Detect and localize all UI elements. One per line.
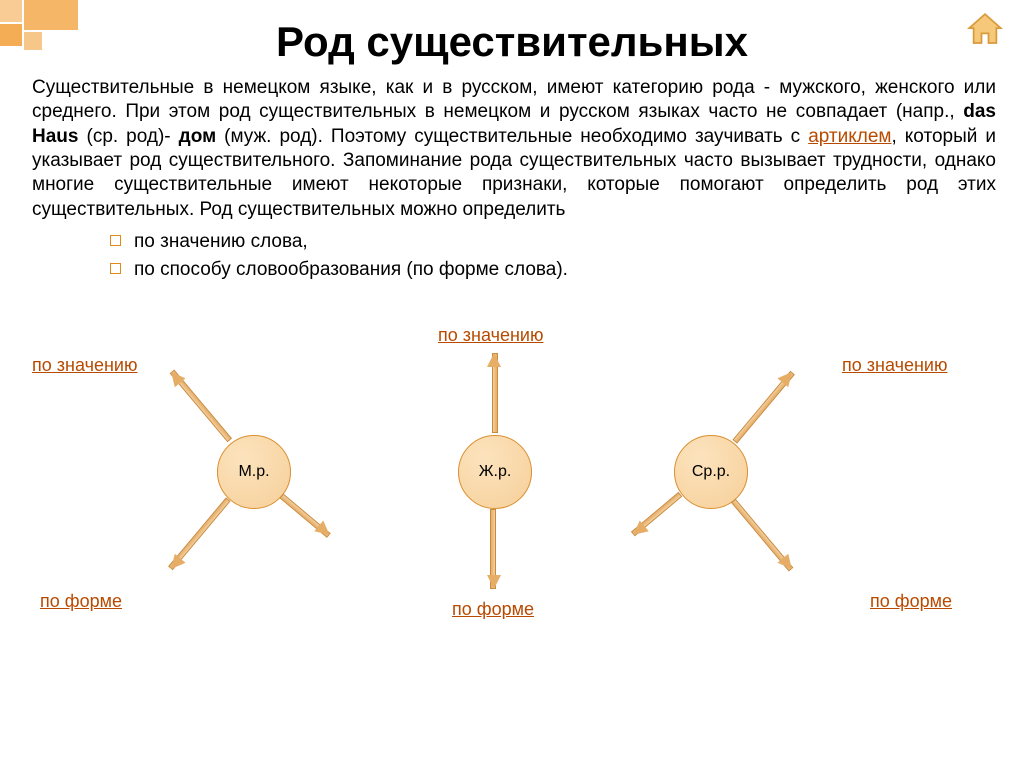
- arrow: [172, 500, 229, 567]
- diagram-link-label[interactable]: по форме: [452, 599, 534, 620]
- page-title: Род существительных: [0, 18, 1024, 66]
- arrow: [635, 495, 681, 534]
- bullet-item: по способу словообразования (по форме сл…: [110, 256, 996, 284]
- diagram-link-label[interactable]: по значению: [842, 355, 947, 376]
- gender-diagram: М.р.Ж.р.Ср.р.по значениюпо значениюпо зн…: [0, 293, 1024, 633]
- arrow: [172, 374, 229, 441]
- arrow: [734, 374, 791, 441]
- arrow: [282, 495, 328, 534]
- home-icon[interactable]: [964, 8, 1006, 50]
- bullet-item: по значению слова,: [110, 228, 996, 256]
- diagram-link-label[interactable]: по форме: [40, 591, 122, 612]
- gender-node-f: Ж.р.: [458, 435, 532, 509]
- diagram-link-label[interactable]: по значению: [32, 355, 137, 376]
- gender-node-n: Ср.р.: [674, 435, 748, 509]
- diagram-link-label[interactable]: по форме: [870, 591, 952, 612]
- article-link[interactable]: артиклем: [808, 126, 891, 147]
- intro-paragraph: Существительные в немецком языке, как и …: [0, 76, 1024, 285]
- diagram-link-label[interactable]: по значению: [438, 325, 543, 346]
- arrow: [734, 500, 791, 567]
- bullet-list: по значению слова,по способу словообразо…: [32, 228, 996, 285]
